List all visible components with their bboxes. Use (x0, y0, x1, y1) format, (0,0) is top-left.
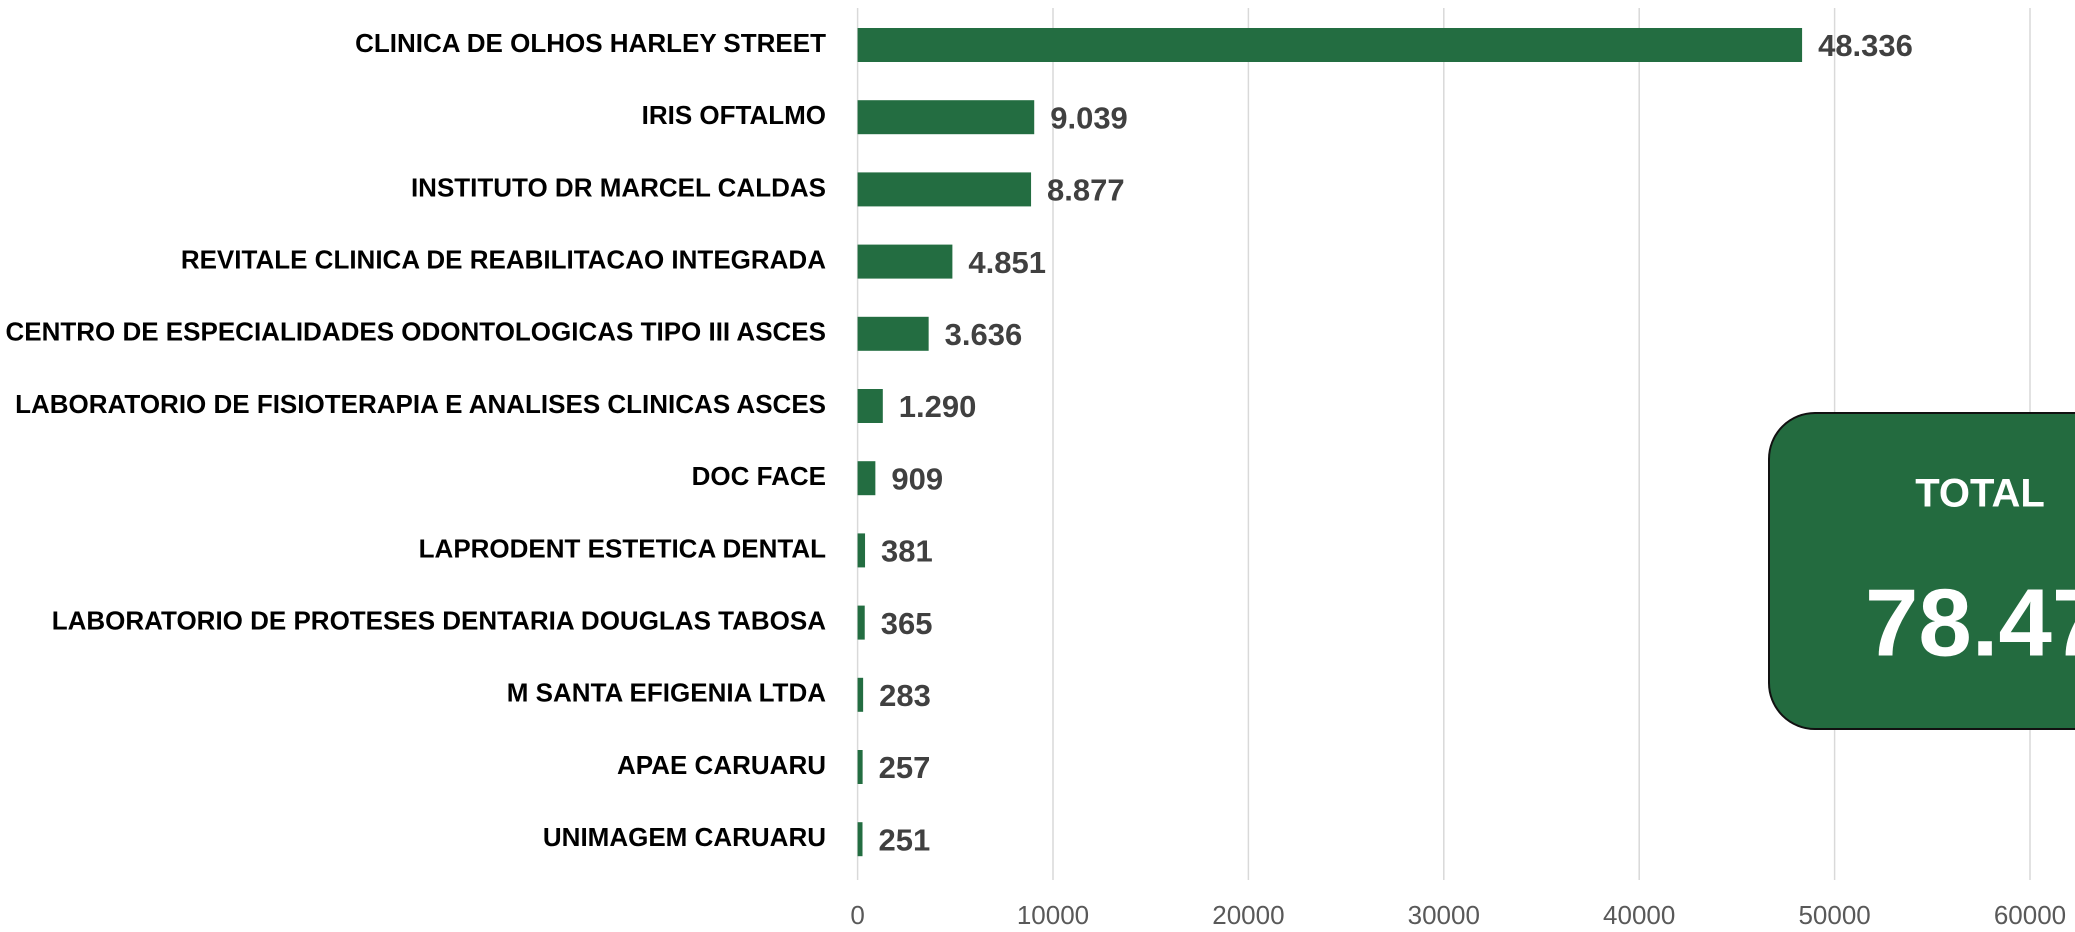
value-label: 365 (881, 606, 933, 641)
total-label: TOTAL (1915, 472, 2045, 516)
y-tick-label: INSTITUTO DR MARCEL CALDAS (411, 172, 826, 202)
value-label: 257 (879, 750, 931, 785)
total-box (1768, 412, 2075, 730)
y-tick-label: APAE CARUARU (617, 750, 826, 780)
x-tick-label: 0 (850, 900, 864, 930)
bar (857, 244, 953, 279)
total-value: 78.475 (1865, 569, 2075, 676)
bar (857, 316, 929, 351)
y-tick-label: LABORATORIO DE FISIOTERAPIA E ANALISES C… (15, 389, 826, 419)
x-tick-label: 20000 (1212, 900, 1284, 930)
value-label: 1.290 (899, 389, 977, 424)
x-tick-label: 40000 (1603, 900, 1675, 930)
bar (857, 172, 1032, 207)
value-label: 8.877 (1047, 173, 1125, 208)
value-label: 381 (881, 534, 933, 569)
y-tick-label: CENTRO DE ESPECIALIDADES ODONTOLOGICAS T… (5, 317, 826, 347)
bar (857, 461, 876, 496)
x-tick-label: 30000 (1408, 900, 1480, 930)
value-label: 251 (879, 822, 931, 857)
bar (857, 677, 864, 712)
bar (857, 750, 863, 784)
y-tick-label: UNIMAGEM CARUARU (543, 822, 826, 852)
x-tick-label: 50000 (1798, 900, 1870, 930)
y-tick-label: DOC FACE (692, 461, 826, 491)
y-tick-label: CLINICA DE OLHOS HARLEY STREET (355, 28, 826, 58)
bar (857, 533, 866, 568)
y-tick-label: REVITALE CLINICA DE REABILITACAO INTEGRA… (181, 244, 826, 274)
x-tick-label: 60000 (1994, 900, 2066, 930)
bar (857, 100, 1035, 135)
bar (857, 28, 1803, 62)
value-label: 909 (891, 461, 943, 496)
x-tick-label: 10000 (1017, 900, 1089, 930)
value-label: 9.039 (1050, 100, 1128, 135)
bar (857, 605, 865, 640)
y-tick-label: LABORATORIO DE PROTESES DENTARIA DOUGLAS… (52, 605, 826, 635)
value-label: 283 (879, 678, 931, 713)
y-tick-label: IRIS OFTALMO (642, 100, 826, 130)
value-label: 3.636 (945, 317, 1023, 352)
value-label: 48.336 (1818, 28, 1913, 63)
y-tick-label: LAPRODENT ESTETICA DENTAL (419, 533, 826, 563)
bar (857, 822, 863, 857)
y-tick-label: M SANTA EFIGENIA LTDA (507, 678, 826, 708)
bar (857, 389, 883, 423)
value-label: 4.851 (968, 245, 1046, 280)
